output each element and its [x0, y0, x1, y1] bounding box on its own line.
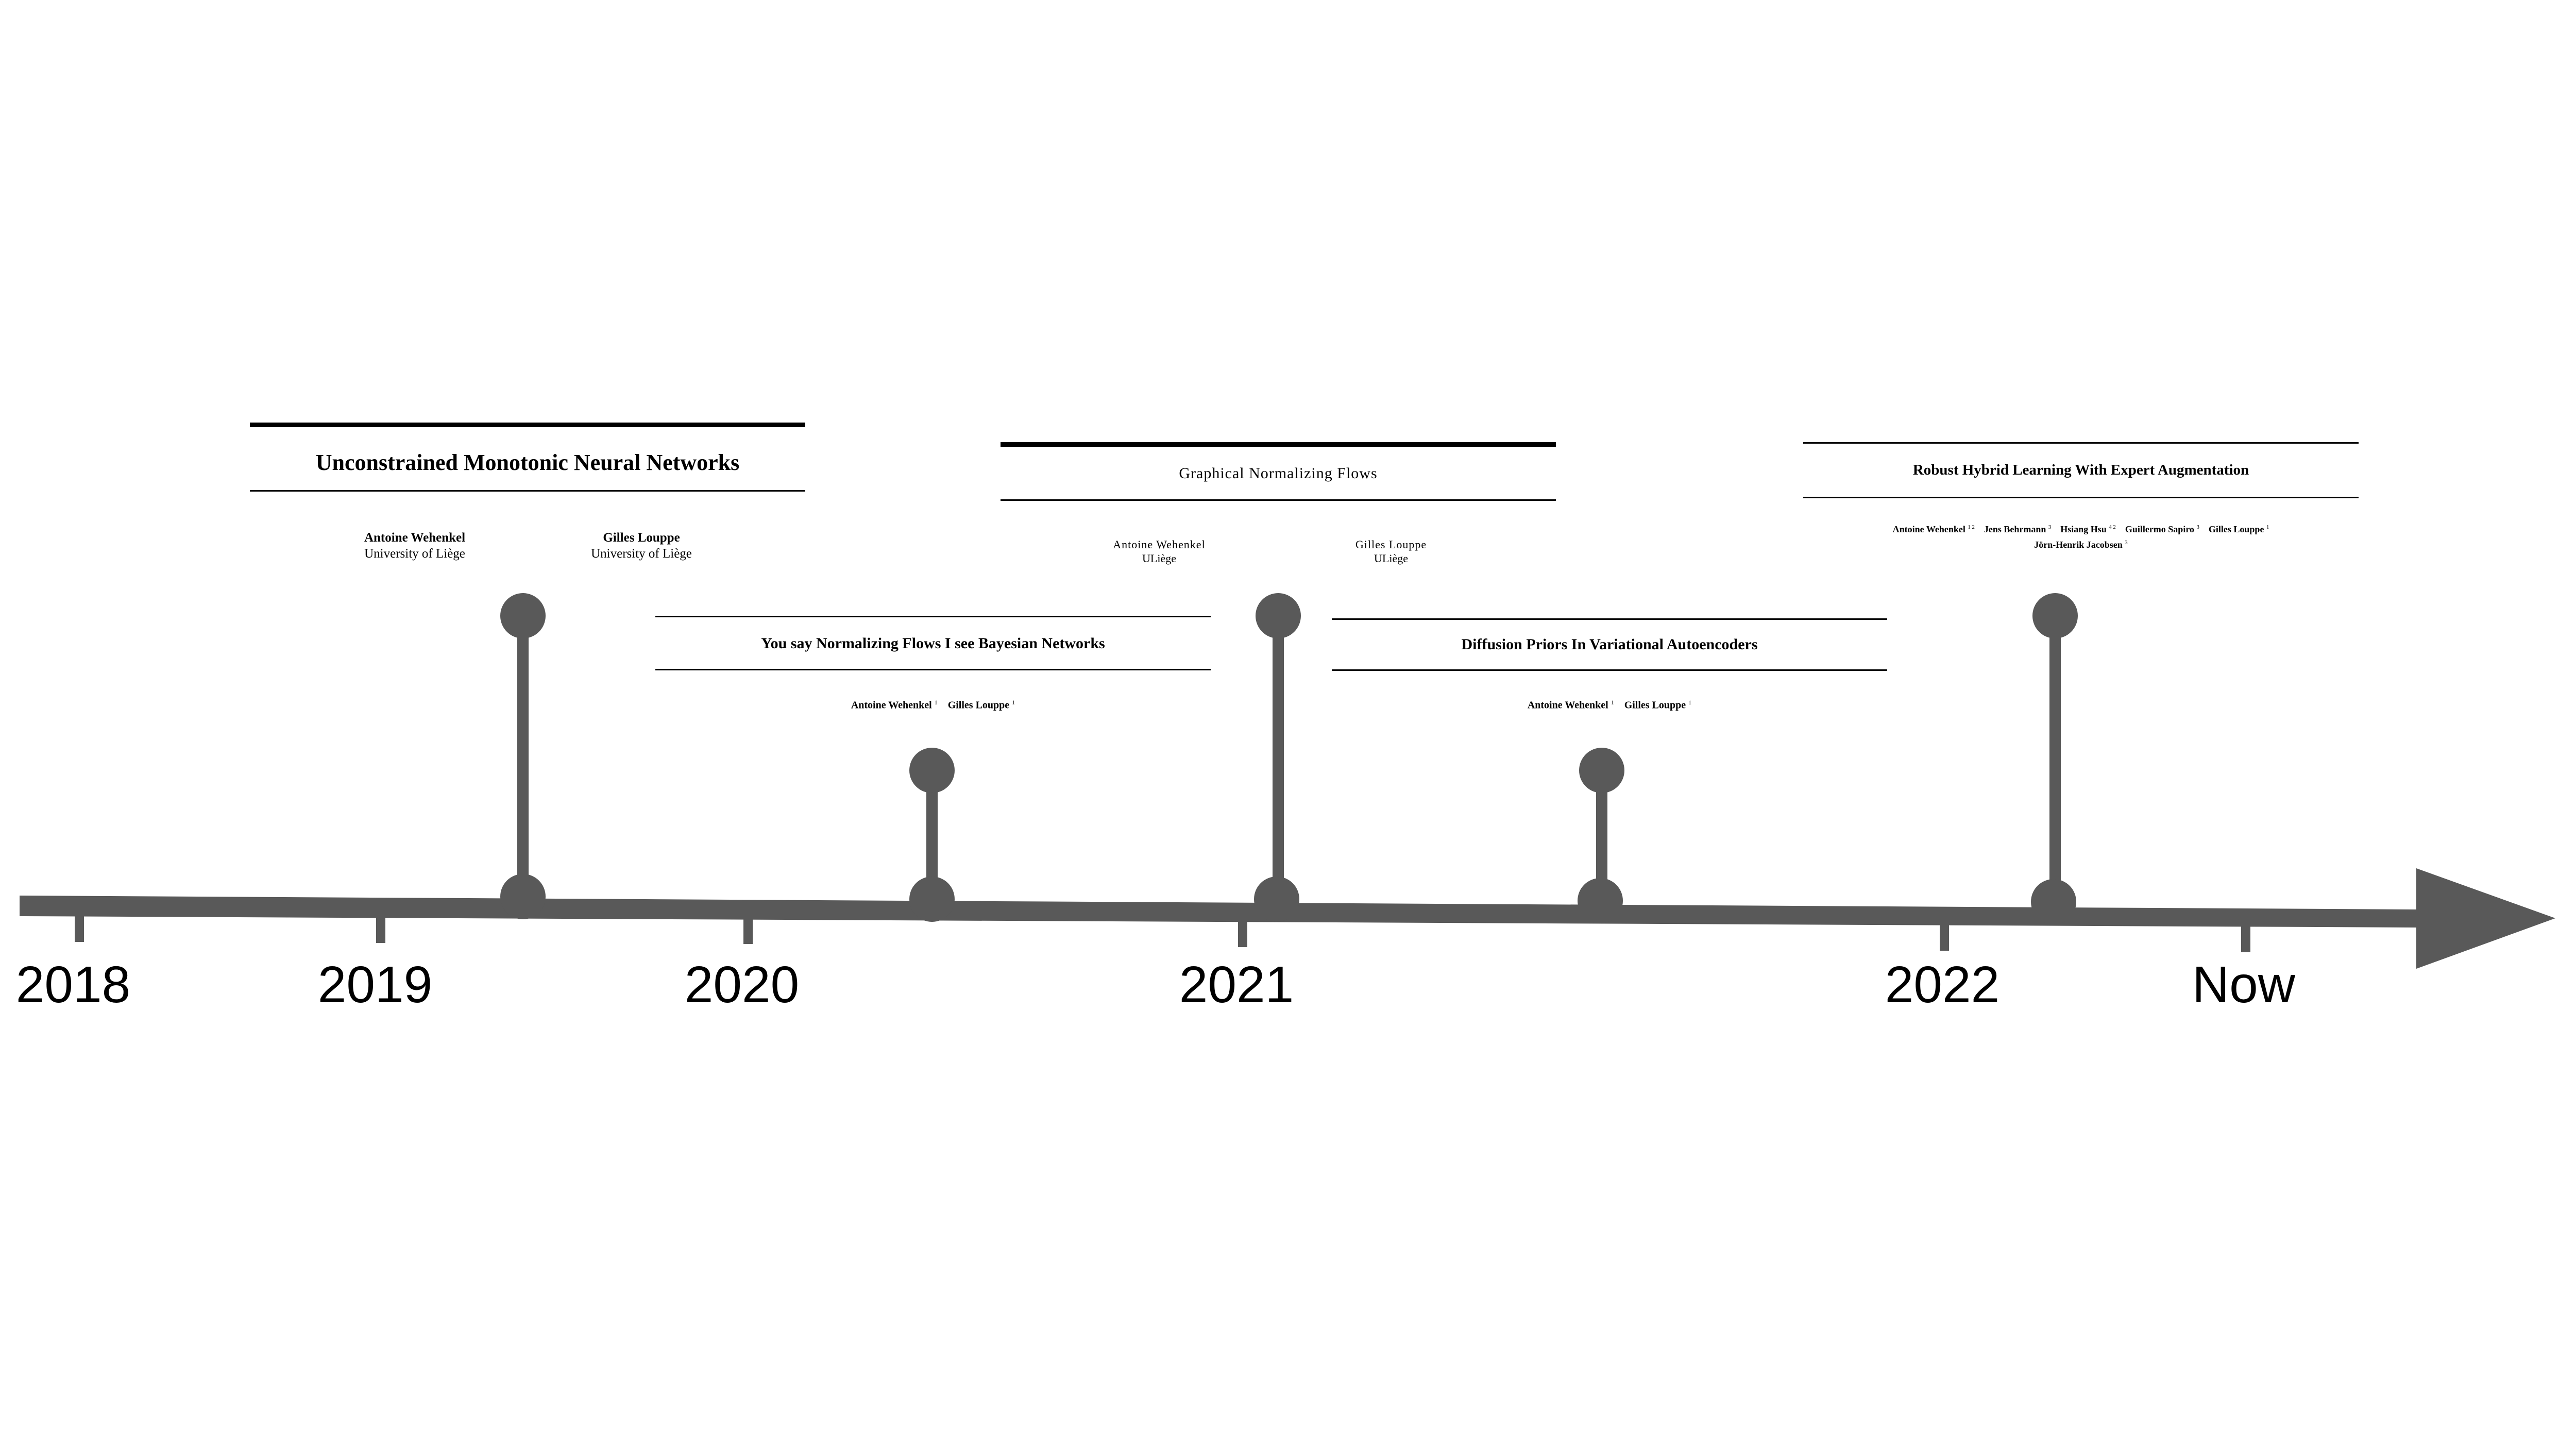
author-name: Gilles Louppe [603, 531, 680, 545]
title-rule-top [1001, 442, 1556, 447]
author-name: Antoine Wehenkel [1892, 524, 1965, 534]
paper-title: You say Normalizing Flows I see Bayesian… [761, 635, 1105, 652]
author-line: Jörn-Henrik Jacobsen 3 [1803, 536, 2359, 551]
year-label-2018: 2018 [16, 956, 130, 1014]
milestone-pin-umnn [500, 593, 546, 919]
paper-diffusion-priors: Diffusion Priors In Variational Autoenco… [1332, 618, 1887, 671]
author-affiliation-mark: 1 [1688, 699, 1692, 706]
author-list: Antoine Wehenkel 1 Gilles Louppe 1 [1332, 696, 1887, 712]
author-name: Antoine Wehenkel [1113, 538, 1206, 551]
author-affiliation-mark: 1 2 [1968, 524, 1975, 530]
year-label-2019: 2019 [318, 956, 432, 1014]
title-rule-bottom [1332, 669, 1887, 671]
author-list: Antoine Wehenkel 1 2 Jens Behrmann 3 Hsi… [1803, 520, 2359, 551]
tick-2021 [1238, 916, 1247, 947]
paper-graphical-flows: Graphical Normalizing Flows [1001, 442, 1556, 501]
author-name: Hsiang Hsu [2060, 524, 2107, 534]
paper-title: Robust Hybrid Learning With Expert Augme… [1912, 462, 2249, 478]
year-label-now: Now [2192, 956, 2296, 1014]
tick-2019 [376, 912, 385, 943]
author-affiliation-mark: 4 2 [2109, 524, 2116, 530]
author-name: Guillermo Sapiro [2125, 524, 2194, 534]
tick-now [2241, 921, 2250, 952]
paper-bayesian-networks: You say Normalizing Flows I see Bayesian… [655, 616, 1211, 670]
milestone-pin-graphical-flows [1254, 593, 1301, 922]
author-name: Jens Behrmann [1984, 524, 2046, 534]
milestone-pin-hybrid-learning [2031, 593, 2078, 924]
author-block: Antoine Wehenkel ULiège [1082, 537, 1236, 565]
title-rule-bottom [1001, 499, 1556, 501]
author-block: Gilles Louppe University of Liège [551, 530, 732, 562]
author-affiliation-mark: 3 [2048, 524, 2052, 530]
author-name: Gilles Louppe [947, 699, 1010, 711]
author-name: Gilles Louppe [1624, 699, 1686, 711]
tick-2018 [75, 911, 84, 942]
title-rule-top [655, 616, 1211, 617]
author-affiliation-mark: 3 [2196, 524, 2199, 530]
paper-title: Unconstrained Monotonic Neural Networks [315, 450, 740, 475]
author-block: Gilles Louppe ULiège [1314, 537, 1468, 565]
author-name: Jörn-Henrik Jacobsen [2034, 540, 2123, 550]
author-name: Antoine Wehenkel [364, 531, 466, 545]
author-name: Antoine Wehenkel [1527, 699, 1608, 711]
tick-2020 [743, 913, 753, 944]
title-rule-bottom [1803, 497, 2359, 498]
milestone-pin-diffusion-priors [1578, 748, 1624, 923]
paper-title: Graphical Normalizing Flows [1179, 465, 1378, 482]
author-name: Gilles Louppe [2208, 524, 2264, 534]
author-affiliation-mark: 1 [934, 699, 938, 706]
author-affiliation: ULiège [1374, 552, 1408, 565]
year-label-2020: 2020 [685, 956, 799, 1014]
author-name: Gilles Louppe [1355, 538, 1427, 551]
title-rule-top [250, 423, 805, 427]
paper-umnn: Unconstrained Monotonic Neural Networks [250, 423, 805, 492]
timeline-arrowhead [2416, 868, 2555, 969]
title-rule-top [1332, 618, 1887, 620]
year-label-2022: 2022 [1885, 956, 1999, 1014]
title-rule-top [1803, 442, 2359, 444]
author-affiliation: University of Liège [591, 547, 692, 561]
author-affiliation-mark: 1 [1611, 699, 1614, 706]
timeline-axis [20, 896, 2421, 928]
paper-title: Diffusion Priors In Variational Autoenco… [1461, 636, 1758, 653]
year-label-2021: 2021 [1179, 956, 1294, 1014]
author-line: Antoine Wehenkel 1 2 Jens Behrmann 3 Hsi… [1803, 520, 2359, 536]
author-list: Antoine Wehenkel 1 Gilles Louppe 1 [655, 696, 1211, 712]
author-affiliation: University of Liège [364, 547, 465, 561]
author-block: Antoine Wehenkel University of Liège [325, 530, 505, 562]
title-rule-bottom [250, 490, 805, 492]
title-rule-bottom [655, 669, 1211, 670]
author-affiliation-mark: 1 [1012, 699, 1015, 706]
author-name: Antoine Wehenkel [851, 699, 932, 711]
author-affiliation-mark: 1 [2266, 524, 2269, 530]
milestone-pin-bayesian-networks [909, 748, 955, 922]
author-affiliation-mark: 3 [2125, 540, 2128, 546]
paper-hybrid-learning: Robust Hybrid Learning With Expert Augme… [1803, 442, 2359, 498]
author-affiliation: ULiège [1142, 552, 1176, 565]
tick-2022 [1940, 920, 1949, 951]
